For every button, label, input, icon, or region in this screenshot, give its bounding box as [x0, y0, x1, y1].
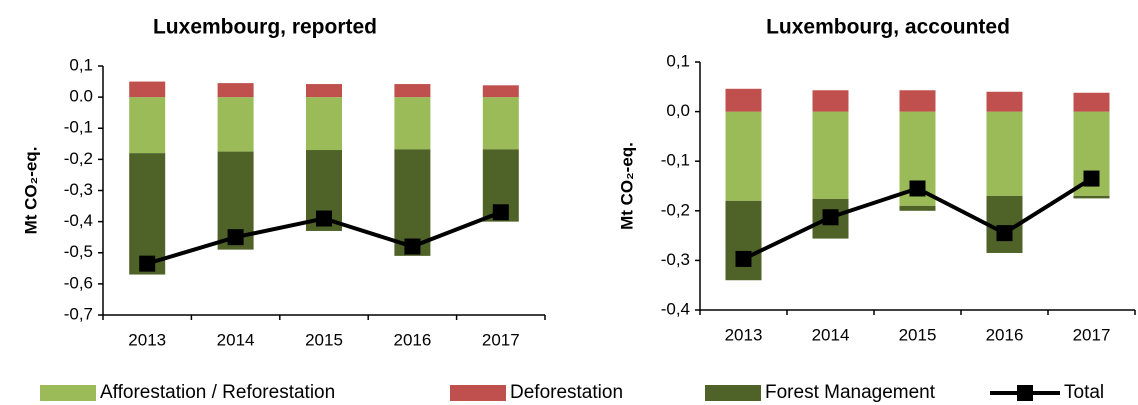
y-tick-label: 0,1 [666, 51, 690, 70]
x-tick-label: 2017 [1073, 325, 1111, 344]
legend-label: Deforestation [510, 382, 623, 403]
chart-title: Luxembourg, reported [153, 16, 377, 39]
bar-segment [1073, 92, 1110, 112]
bar-segment [1073, 195, 1110, 199]
y-axis-label: Mt CO₂-eq. [617, 142, 636, 230]
legend-label: Total [1064, 382, 1104, 403]
bar-segment [394, 149, 431, 256]
y-tick-label: 0.0 [69, 87, 93, 106]
y-tick-label: -0,3 [661, 250, 690, 269]
y-tick-label: -0,1 [64, 118, 93, 137]
total-marker [996, 225, 1013, 242]
y-tick-label: -0,2 [661, 200, 690, 219]
bar-segment [217, 83, 254, 98]
y-tick-label: -0,6 [64, 273, 93, 292]
bar-segment [725, 200, 762, 281]
x-tick-label: 2013 [725, 325, 763, 344]
total-marker [139, 255, 156, 272]
bar-segment [394, 97, 431, 150]
total-marker [316, 210, 332, 227]
total-marker [822, 209, 839, 226]
bar-segment [306, 97, 342, 151]
bar-segment [129, 97, 166, 154]
legend-swatch [40, 385, 96, 401]
x-tick-label: 2013 [128, 330, 166, 349]
y-tick-label: -0,1 [661, 151, 690, 170]
bar-segment [482, 85, 519, 98]
x-tick-label: 2014 [217, 330, 255, 349]
total-marker [1083, 170, 1100, 187]
x-tick-label: 2015 [899, 325, 937, 344]
y-tick-label: -0,4 [661, 299, 690, 318]
legend-swatch [1017, 385, 1033, 401]
x-tick-label: 2016 [393, 330, 431, 349]
bar-segment [986, 91, 1023, 112]
bar-segment [812, 111, 849, 199]
bar-segment [725, 111, 762, 201]
y-tick-label: -0,4 [64, 211, 93, 230]
y-tick-label: 0,0 [666, 101, 690, 120]
y-tick-label: -0,3 [64, 180, 93, 199]
bar-segment [725, 88, 762, 112]
total-marker [492, 204, 509, 221]
bar-segment [482, 97, 519, 150]
y-tick-label: -0,7 [64, 304, 93, 323]
y-tick-label: -0,5 [64, 242, 93, 261]
y-tick-label: -0,2 [64, 149, 93, 168]
total-marker [404, 238, 421, 255]
legend-label: Afforestation / Reforestation [100, 382, 335, 403]
x-tick-label: 2014 [812, 325, 850, 344]
bar-segment [129, 81, 166, 98]
legend-swatch [450, 385, 506, 401]
y-axis-label: Mt CO₂-eq. [21, 147, 40, 235]
legend-label: Forest Management [765, 382, 936, 403]
x-tick-label: 2016 [986, 325, 1024, 344]
bar-segment [306, 84, 342, 98]
total-marker [227, 229, 244, 246]
y-tick-label: 0,1 [69, 55, 93, 74]
x-tick-label: 2017 [482, 330, 520, 349]
bar-segment [812, 90, 849, 112]
total-marker [909, 180, 926, 197]
bar-segment [899, 90, 936, 112]
x-tick-label: 2015 [305, 330, 343, 349]
bar-segment [394, 84, 431, 98]
total-marker [735, 250, 752, 267]
bar-segment [899, 205, 936, 211]
bar-segment [986, 111, 1023, 196]
bar-segment [217, 97, 254, 152]
legend-swatch [705, 385, 761, 401]
chart-title: Luxembourg, accounted [766, 16, 1010, 39]
bar-segment [129, 153, 166, 275]
